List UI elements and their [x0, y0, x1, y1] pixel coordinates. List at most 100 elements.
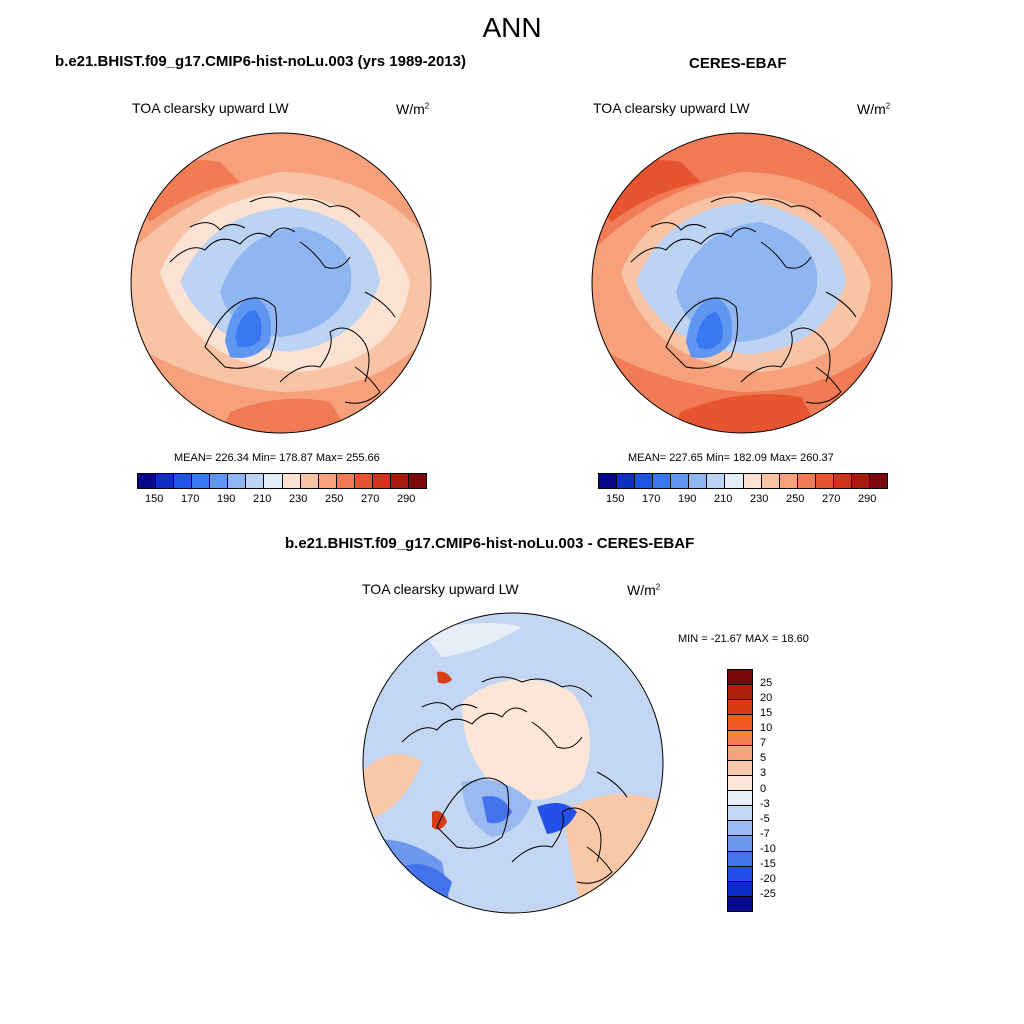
colorbar-swatch	[728, 670, 752, 686]
colorbar-swatch	[728, 866, 752, 882]
panel1-map-border	[130, 132, 432, 434]
colorbar-tick-label: -15	[760, 857, 776, 870]
panel2-stats: MEAN= 227.65 Min= 182.09 Max= 260.37	[628, 452, 834, 464]
panel2-colorbar-labels: 150 170 190 210 230 250 270 290	[598, 493, 888, 507]
panel1-units: W/m2	[396, 101, 430, 117]
panel2-case-title: CERES-EBAF	[689, 55, 787, 72]
colorbar-tick-label: 7	[760, 737, 767, 750]
panel3-field-arctic-warm	[462, 679, 590, 800]
panel3-polar-map	[362, 612, 664, 914]
colorbar-tick-label: 190	[678, 493, 697, 505]
panel1-variable-label: TOA clearsky upward LW	[132, 100, 289, 116]
colorbar-swatch	[728, 715, 752, 731]
panel3-coastlines	[401, 676, 628, 884]
colorbar-swatch	[743, 474, 762, 488]
colorbar-swatch	[372, 474, 391, 488]
colorbar-swatch	[797, 474, 816, 488]
panel2-field-greenland-core	[696, 312, 723, 350]
colorbar-swatch	[282, 474, 301, 488]
colorbar-tick-label: -10	[760, 842, 776, 855]
panel3-field-greenland-core	[482, 796, 512, 824]
colorbar-swatch	[728, 685, 752, 701]
colorbar-swatch	[671, 474, 690, 488]
colorbar-swatch	[390, 474, 409, 488]
panel3-field-neutral-n	[422, 623, 522, 657]
colorbar-swatch	[336, 474, 355, 488]
colorbar-tick-label: 150	[145, 493, 164, 505]
panel3-field-hotspot-n	[437, 671, 452, 684]
panel3-field-scandinavia	[537, 803, 577, 834]
colorbar-tick-label: -7	[760, 827, 770, 840]
colorbar-swatch	[156, 474, 175, 488]
panel3-stats: MIN = -21.67 MAX = 18.60	[678, 633, 809, 645]
colorbar-swatch	[815, 474, 834, 488]
colorbar-swatch	[246, 474, 265, 488]
colorbar-swatch	[869, 474, 887, 488]
colorbar-tick-label: -3	[760, 797, 770, 810]
colorbar-swatch	[599, 474, 618, 488]
colorbar-tick-label: 170	[642, 493, 661, 505]
colorbar-swatch	[174, 474, 193, 488]
colorbar-tick-label: -25	[760, 887, 776, 900]
panel2-polar-map	[591, 132, 893, 434]
colorbar-swatch	[728, 836, 752, 852]
colorbar-tick-label: 230	[289, 493, 308, 505]
panel3-field-warm-w	[363, 754, 422, 822]
panel1-coastlines	[169, 196, 396, 404]
panel2-coastlines	[630, 196, 857, 404]
panel1-polar-map	[130, 132, 432, 434]
colorbar-swatch	[851, 474, 870, 488]
colorbar-tick-label: 290	[397, 493, 416, 505]
panel1-case-title: b.e21.BHIST.f09_g17.CMIP6-hist-noLu.003 …	[55, 53, 466, 70]
panel1-field-greenland-core	[235, 310, 262, 348]
colorbar-swatch	[728, 881, 752, 897]
colorbar-tick-label: 10	[760, 722, 773, 735]
colorbar-swatch	[728, 821, 752, 837]
panel1-colorbar	[137, 473, 427, 489]
colorbar-tick-label: 210	[253, 493, 272, 505]
colorbar-swatch	[617, 474, 636, 488]
panel2-variable-label: TOA clearsky upward LW	[593, 100, 750, 116]
panel2-colorbar	[598, 473, 888, 489]
colorbar-tick-label: 0	[760, 782, 767, 795]
colorbar-swatch	[728, 775, 752, 791]
colorbar-swatch	[354, 474, 373, 488]
panel2-units: W/m2	[857, 101, 891, 117]
colorbar-swatch	[728, 730, 752, 746]
colorbar-swatch	[779, 474, 798, 488]
colorbar-swatch	[408, 474, 426, 488]
panel3-colorbar	[727, 669, 753, 912]
colorbar-tick-label: -20	[760, 872, 776, 885]
panel1-colorbar-labels: 150 170 190 210 230 250 270 290	[137, 493, 427, 507]
colorbar-tick-label: 25	[760, 677, 773, 690]
colorbar-swatch	[300, 474, 319, 488]
figure-title: ANN	[482, 12, 542, 43]
colorbar-swatch	[728, 791, 752, 807]
colorbar-swatch	[192, 474, 211, 488]
colorbar-swatch	[264, 474, 283, 488]
panel1-stats: MEAN= 226.34 Min= 178.87 Max= 255.66	[174, 452, 380, 464]
colorbar-swatch	[138, 474, 157, 488]
panel1-field-warm-south	[220, 398, 350, 433]
colorbar-swatch	[707, 474, 726, 488]
colorbar-swatch	[728, 896, 752, 911]
colorbar-swatch	[228, 474, 247, 488]
colorbar-tick-label: 3	[760, 767, 767, 780]
panel2-field-warm-south	[671, 394, 821, 433]
panel3-field-hotspot-labrador	[432, 810, 447, 830]
colorbar-tick-label: 250	[786, 493, 805, 505]
colorbar-swatch	[653, 474, 672, 488]
colorbar-swatch	[728, 851, 752, 867]
colorbar-tick-label: 230	[750, 493, 769, 505]
colorbar-swatch	[210, 474, 229, 488]
colorbar-tick-label: 190	[217, 493, 236, 505]
colorbar-swatch	[728, 745, 752, 761]
colorbar-tick-label: 250	[325, 493, 344, 505]
panel3-units: W/m2	[627, 582, 661, 598]
colorbar-swatch	[689, 474, 708, 488]
panel3-variable-label: TOA clearsky upward LW	[362, 581, 519, 597]
colorbar-tick-label: -5	[760, 812, 770, 825]
panel3-colorbar-labels: 25 20 15 10 7 5 3 0 -3 -5 -7 -10 -15 -20 -25	[760, 669, 800, 910]
colorbar-swatch	[725, 474, 744, 488]
panel3-case-title: b.e21.BHIST.f09_g17.CMIP6-hist-noLu.003 …	[285, 535, 695, 552]
